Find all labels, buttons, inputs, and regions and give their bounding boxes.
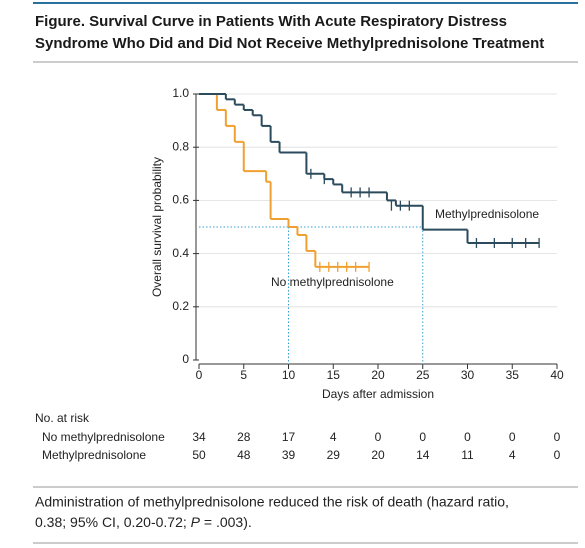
risk-count: 34 [192, 430, 206, 444]
x-tick-label: 40 [550, 368, 564, 382]
x-tick-label: 10 [282, 368, 296, 382]
risk-count: 4 [509, 448, 516, 462]
title-line: Figure. Survival Curve in Patients With … [35, 13, 507, 30]
risk-count: 0 [509, 430, 516, 444]
risk-count: 0 [375, 430, 382, 444]
risk-count: 0 [554, 430, 561, 444]
y-tick-label: 0.2 [172, 299, 189, 313]
x-tick-label: 20 [371, 368, 385, 382]
risk-count: 0 [554, 448, 561, 462]
x-axis-label: Days after admission [322, 387, 434, 401]
x-tick-label: 5 [240, 368, 247, 382]
y-tick-label: 1.0 [172, 86, 189, 100]
x-tick-label: 35 [506, 368, 520, 382]
title-line: Syndrome Who Did and Did Not Receive Met… [35, 35, 544, 52]
risk-count: 11 [461, 448, 474, 462]
caption-part: = .003). [200, 514, 252, 530]
risk-count: 14 [416, 448, 430, 462]
series-label: Methylprednisolone [435, 207, 539, 221]
risk-count: 50 [192, 448, 206, 462]
risk-count: 17 [282, 430, 296, 444]
caption-part: P [191, 514, 201, 530]
risk-count: 48 [237, 448, 251, 462]
risk-table-title: No. at risk [35, 411, 90, 425]
series-label: No methylprednisolone [271, 275, 394, 289]
y-tick-label: 0.8 [172, 139, 189, 153]
x-tick-label: 30 [461, 368, 475, 382]
risk-count: 20 [371, 448, 385, 462]
y-tick-label: 0 [182, 352, 189, 366]
risk-count: 29 [327, 448, 341, 462]
risk-count: 0 [419, 430, 426, 444]
caption-part: 0.38; 95% CI, 0.20-0.72; [35, 514, 191, 530]
risk-row-label: Methylprednisolone [42, 448, 146, 462]
risk-row-label: No methylprednisolone [42, 430, 165, 444]
y-tick-label: 0.6 [172, 193, 189, 207]
caption: Administration of methylprednisolone red… [35, 494, 509, 510]
risk-count: 4 [330, 430, 337, 444]
y-axis-label: Overall survival probability [150, 157, 164, 297]
risk-count: 0 [464, 430, 471, 444]
risk-count: 39 [282, 448, 296, 462]
caption: 0.38; 95% CI, 0.20-0.72; P = .003). [35, 514, 252, 530]
y-tick-label: 0.4 [172, 246, 189, 260]
x-tick-label: 15 [327, 368, 341, 382]
x-tick-label: 0 [196, 368, 203, 382]
risk-count: 28 [237, 430, 251, 444]
x-tick-label: 25 [416, 368, 430, 382]
